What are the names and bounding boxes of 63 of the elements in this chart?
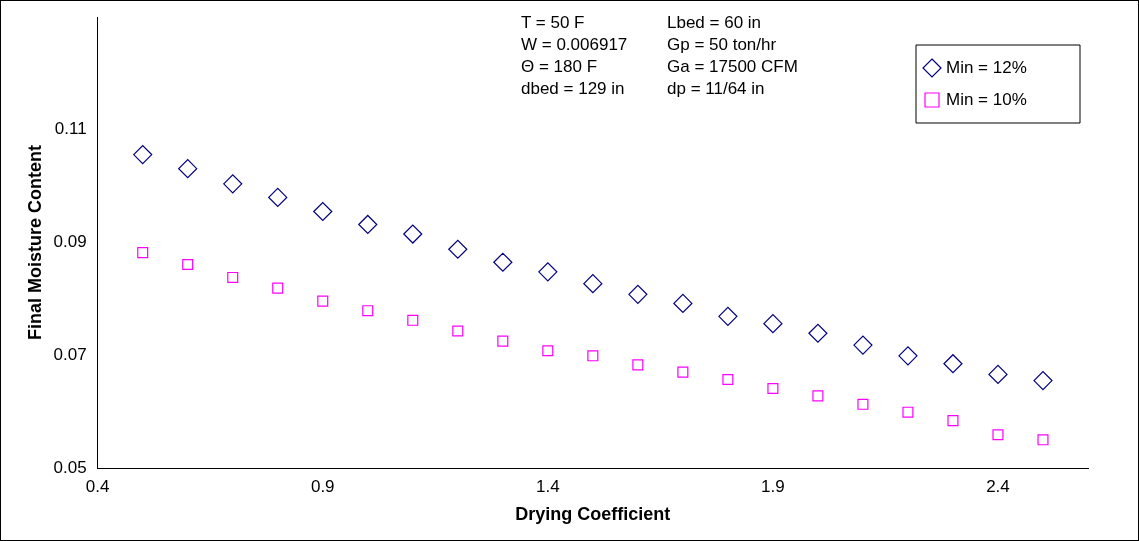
point: [673, 293, 693, 313]
point: [902, 406, 914, 418]
point: [178, 159, 198, 179]
annotation: Lbed = 60 in: [667, 13, 762, 33]
legend-label: Min = 12%: [946, 57, 1027, 77]
point: [182, 258, 194, 271]
point: [497, 335, 509, 347]
point: [1033, 371, 1053, 391]
annotation: dp = 11/64 in: [667, 79, 765, 99]
legend-label: Min = 10%: [946, 89, 1027, 109]
point: [452, 325, 464, 337]
x-axis-title: Drying Coefficient: [515, 504, 671, 525]
y-tick-label: 0.11: [54, 119, 87, 139]
point: [988, 364, 1008, 385]
x-tick-label: 2.4: [986, 476, 1010, 496]
point: [317, 295, 329, 307]
x-tick-label: 1.4: [536, 476, 560, 496]
annotation: Ga = 17500 CFM: [667, 57, 798, 77]
point: [137, 247, 149, 259]
point: [808, 323, 828, 343]
point: [583, 274, 603, 294]
point: [1037, 434, 1049, 446]
x-tick-label: 1.9: [761, 476, 785, 496]
point: [272, 282, 284, 294]
point: [223, 174, 243, 194]
annotation: T = 50 F: [521, 13, 585, 33]
point: [763, 314, 783, 334]
point: [677, 366, 689, 378]
point: [448, 239, 468, 259]
point: [227, 271, 239, 283]
annotation: W = 0.006917: [521, 35, 628, 55]
point: [767, 382, 779, 395]
x-tick-label: 0.9: [310, 476, 335, 496]
x-tick-label: 0.4: [85, 476, 110, 496]
point: [358, 214, 378, 235]
point: [628, 284, 648, 304]
point: [943, 354, 963, 374]
point: [313, 201, 333, 222]
point: [538, 262, 558, 282]
annotation: Θ = 180 F: [521, 57, 598, 77]
y-tick-label: 0.09: [53, 232, 87, 252]
point: [587, 350, 599, 362]
y-axis-title: Final Moisture Content: [24, 145, 45, 340]
point: [992, 429, 1004, 441]
point: [722, 373, 734, 386]
point: [853, 335, 873, 355]
y-tick-label: 0.07: [53, 344, 87, 364]
point: [133, 144, 153, 165]
point: [403, 224, 423, 244]
point: [362, 305, 374, 317]
point: [542, 345, 554, 357]
point: [857, 398, 869, 410]
point: [493, 252, 513, 272]
point: [812, 390, 824, 402]
y-tick-label: 0.05: [53, 457, 87, 477]
point: [898, 346, 918, 366]
point: [632, 359, 644, 371]
point: [407, 314, 419, 326]
point: [268, 187, 288, 207]
point: [718, 306, 738, 326]
point: [947, 415, 959, 427]
annotation: dbed = 129 in: [521, 79, 625, 99]
annotation: Gp = 50 ton/hr: [667, 35, 777, 55]
